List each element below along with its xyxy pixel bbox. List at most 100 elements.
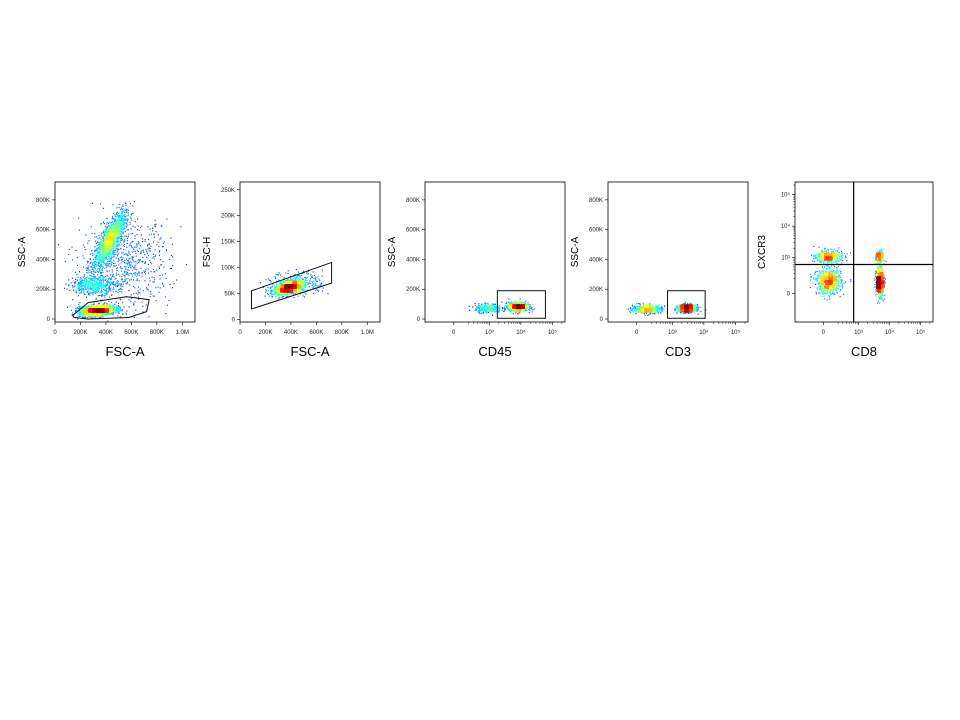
event-point xyxy=(109,308,111,310)
event-point xyxy=(118,237,120,239)
event-point xyxy=(106,283,108,285)
event-point xyxy=(138,229,140,231)
event-point xyxy=(310,282,312,284)
event-point xyxy=(103,260,105,262)
event-point xyxy=(96,287,98,289)
event-point xyxy=(116,234,118,236)
event-point xyxy=(265,288,267,290)
event-point xyxy=(112,252,114,254)
event-point xyxy=(97,306,99,308)
event-point xyxy=(98,261,100,263)
event-point xyxy=(106,270,108,272)
event-point xyxy=(108,313,110,315)
event-point xyxy=(106,226,108,228)
event-point xyxy=(87,294,89,296)
event-point xyxy=(153,281,155,283)
event-point xyxy=(114,229,116,231)
event-point xyxy=(138,275,140,277)
event-point xyxy=(121,276,123,278)
event-point xyxy=(265,289,267,291)
event-point xyxy=(116,281,118,283)
event-point xyxy=(119,232,121,234)
event-point xyxy=(302,295,304,297)
event-point xyxy=(103,303,105,305)
event-point xyxy=(115,241,117,243)
event-point xyxy=(109,232,111,234)
event-point xyxy=(111,310,113,312)
event-point xyxy=(88,315,90,317)
event-point xyxy=(119,308,121,310)
event-point xyxy=(99,281,101,283)
event-point xyxy=(312,282,314,284)
event-point xyxy=(134,226,136,228)
event-point xyxy=(165,313,167,315)
event-point xyxy=(95,249,97,251)
event-point xyxy=(92,304,94,306)
event-point xyxy=(315,280,317,282)
event-point xyxy=(108,239,110,241)
event-point xyxy=(118,280,120,282)
event-point xyxy=(126,258,128,260)
event-point xyxy=(118,283,120,285)
gate-polygon[interactable] xyxy=(72,296,150,320)
event-point xyxy=(107,255,109,257)
event-point xyxy=(138,280,140,282)
event-point xyxy=(109,289,111,291)
event-point xyxy=(162,242,164,244)
event-point xyxy=(90,282,92,284)
event-point xyxy=(93,276,95,278)
event-point xyxy=(101,247,103,249)
event-point xyxy=(105,279,107,281)
event-point xyxy=(102,237,104,239)
event-point xyxy=(100,281,102,283)
event-point xyxy=(280,274,282,276)
event-point xyxy=(121,252,123,254)
event-point xyxy=(123,214,125,216)
event-point xyxy=(130,261,132,263)
event-point xyxy=(108,270,110,272)
event-point xyxy=(119,231,121,233)
event-point xyxy=(72,299,74,301)
event-point xyxy=(118,220,120,222)
event-point xyxy=(118,306,120,308)
event-point xyxy=(106,230,108,232)
event-point xyxy=(166,218,168,220)
event-point xyxy=(124,230,126,232)
event-point xyxy=(115,268,117,270)
event-point xyxy=(108,254,110,256)
event-point xyxy=(118,203,120,205)
event-point xyxy=(100,286,102,288)
event-point xyxy=(113,226,115,228)
event-point xyxy=(102,295,104,297)
event-point xyxy=(85,288,87,290)
event-point xyxy=(85,305,87,307)
event-point xyxy=(79,316,81,318)
event-point xyxy=(115,310,117,312)
event-point xyxy=(318,290,320,292)
event-point xyxy=(106,241,108,243)
event-point xyxy=(79,286,81,288)
event-point xyxy=(115,238,117,240)
event-point xyxy=(100,252,102,254)
event-point xyxy=(106,246,108,248)
event-point xyxy=(134,268,136,270)
event-point xyxy=(80,282,82,284)
event-point xyxy=(98,309,100,311)
event-point xyxy=(133,256,135,258)
event-point xyxy=(101,262,103,264)
event-point xyxy=(97,303,99,305)
event-point xyxy=(117,225,119,227)
event-point xyxy=(101,305,103,307)
event-point xyxy=(89,294,91,296)
event-point xyxy=(124,235,126,237)
event-point xyxy=(121,235,123,237)
event-point xyxy=(311,275,313,277)
event-point xyxy=(88,281,90,283)
event-point xyxy=(321,290,323,292)
event-point xyxy=(321,275,323,277)
event-point xyxy=(105,285,107,287)
event-point xyxy=(110,228,112,230)
event-point xyxy=(109,229,111,231)
event-point xyxy=(83,291,85,293)
event-point xyxy=(160,264,162,266)
